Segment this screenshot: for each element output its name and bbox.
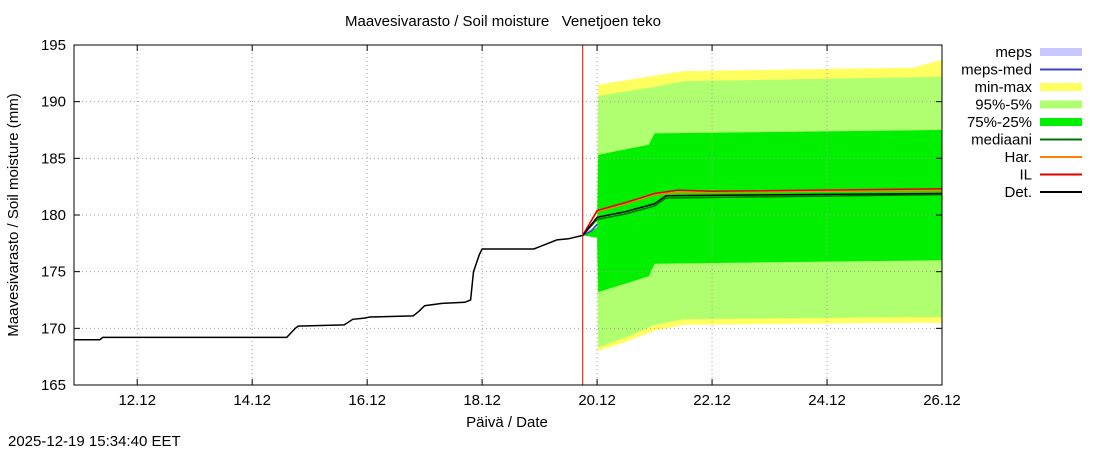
- band-75-25: [582, 130, 942, 293]
- legend-label-meps: meps: [995, 44, 1032, 61]
- x-tick-label: 26.12: [923, 392, 961, 409]
- plot-area: 12.12 14.12 16.12 18.12 20.12 22.12 24.12 26.12…: [41, 37, 961, 409]
- legend-label-det: Det.: [1004, 184, 1032, 201]
- y-tick-label: 175: [41, 264, 66, 281]
- series-line-meps_med: [582, 223, 598, 237]
- legend-label-meps_med: meps-med: [961, 62, 1032, 79]
- x-tick-label: 18.12: [463, 392, 501, 409]
- y-tick-label: 170: [41, 320, 66, 337]
- legend-label-p75_25: 75%-25%: [967, 114, 1032, 131]
- y-tick-label: 185: [41, 150, 66, 167]
- x-tick-label: 16.12: [348, 392, 386, 409]
- x-tick-label: 22.12: [693, 392, 731, 409]
- legend-swatch-p95_5: [1040, 100, 1082, 109]
- legend-label-har: Har.: [1004, 149, 1032, 166]
- legend-label-mediaani: mediaani: [971, 132, 1032, 149]
- y-tick-label: 180: [41, 207, 66, 224]
- timestamp: 2025-12-19 15:34:40 EET: [8, 433, 181, 450]
- chart-title: Maavesivarasto / Soil moisture Venetjoen…: [345, 13, 661, 30]
- history-line: [74, 234, 583, 341]
- x-axis-label: Päivä / Date: [466, 414, 548, 431]
- series-line-il: [582, 188, 943, 236]
- legend-label-p95_5: 95%-5%: [975, 97, 1032, 114]
- x-tick-label: 14.12: [233, 392, 271, 409]
- x-tick-label: 24.12: [808, 392, 846, 409]
- y-axis-label: Maavesivarasto / Soil moisture (mm): [5, 93, 22, 336]
- y-tick-label: 195: [41, 37, 66, 54]
- legend-label-minmax: min-max: [974, 79, 1032, 96]
- legend: mepsmeps-medmin-max95%-5%75%-25%mediaani…: [961, 44, 1082, 201]
- y-tick-label: 190: [41, 94, 66, 111]
- series-line-det: [582, 192, 943, 236]
- x-tick-label: 12.12: [118, 392, 156, 409]
- series-line-mediaani: [582, 193, 943, 236]
- x-tick-label: 20.12: [578, 392, 616, 409]
- legend-swatch-minmax: [1040, 83, 1082, 91]
- y-tick-label: 165: [41, 377, 66, 394]
- legend-swatch-meps: [1040, 48, 1082, 56]
- legend-label-il: IL: [1019, 167, 1032, 184]
- legend-swatch-p75_25: [1040, 118, 1082, 126]
